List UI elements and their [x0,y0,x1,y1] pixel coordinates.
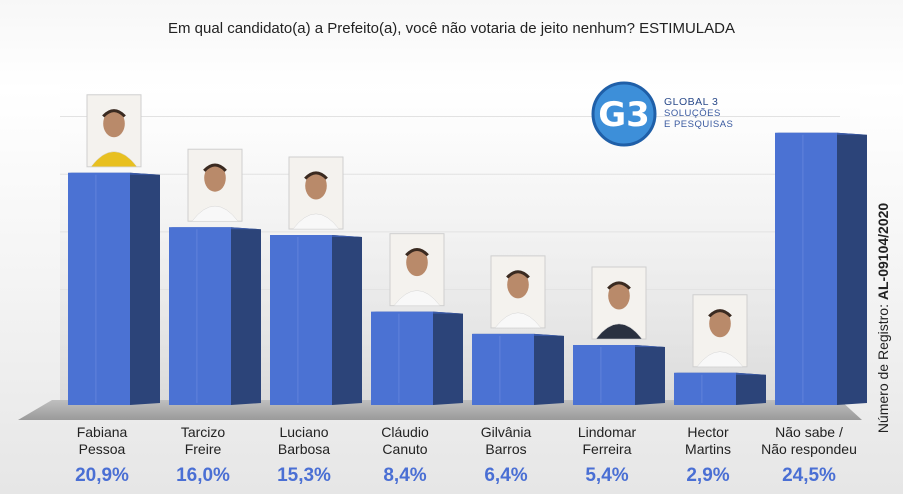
bar-side [130,172,160,405]
value-label: 16,0% [176,465,230,486]
value-label: 24,5% [782,465,836,486]
category-label: Canuto [382,441,427,457]
logo: G3 [591,81,657,147]
candidate-photo [288,156,344,230]
bar-front [371,311,433,405]
bar-side [231,227,261,405]
bar [371,311,463,405]
logo-mark: G3 [598,95,650,135]
category-label: Não respondeu [761,441,857,457]
category-label: Martins [685,441,731,457]
category-label: Lindomar [578,424,637,440]
bar [472,333,564,405]
value-label: 20,9% [75,465,129,486]
bar-side [433,311,463,405]
bar [169,227,261,405]
bar [775,132,867,405]
logo-line-1: GLOBAL 3 [664,96,719,108]
candidate-photo [692,294,748,368]
value-label: 6,4% [484,465,527,486]
logo-line-3: E PESQUISAS [664,119,734,130]
category-label: Freire [185,441,222,457]
category-label: Pessoa [79,441,126,457]
bar-side [332,235,362,405]
bar-front [68,172,130,405]
candidate-photo [389,233,445,307]
registration-prefix: Número de Registro: [875,300,891,434]
category-label: Tarcizo [181,424,226,440]
bar-front [169,227,231,405]
bar-side [736,372,766,405]
value-label: 5,4% [585,465,628,486]
value-label: 2,9% [686,465,729,486]
bar [68,172,160,405]
bar-side [534,333,564,405]
value-label: 15,3% [277,465,331,486]
category-label: Não sabe / [775,424,843,440]
category-label: Gilvânia [481,424,532,440]
bar [674,372,766,405]
category-label: Hector [687,424,729,440]
bar [270,235,362,405]
category-label: Barbosa [278,441,330,457]
value-label: 8,4% [383,465,426,486]
bars-group [68,132,867,405]
candidate-photo [591,266,647,340]
candidate-photo [490,255,546,329]
category-label: Cláudio [381,424,429,440]
candidate-photo [187,148,243,222]
category-label: Ferreira [582,441,631,457]
bar-front [573,345,635,405]
bar-side [635,345,665,405]
registration-code: AL-09104/2020 [875,202,891,301]
category-label: Luciano [279,424,328,440]
bar-side [837,132,867,405]
category-label: Barros [485,441,526,457]
bar [573,345,665,405]
category-label: Fabiana [77,424,128,440]
photos-group [86,94,748,368]
logo-text: GLOBAL 3 SOLUÇÕES E PESQUISAS [664,96,734,131]
logo-circle-icon [593,83,655,145]
chart-title: Em qual candidato(a) a Prefeito(a), você… [168,20,735,37]
logo-line-2: SOLUÇÕES [664,108,721,119]
candidate-photo [86,94,142,168]
bar-front [674,372,736,405]
bar-front [270,235,332,405]
registration-number: Número de Registro: AL-09104/2020 [875,203,891,433]
bar-front [775,132,837,405]
bar-front [472,333,534,405]
